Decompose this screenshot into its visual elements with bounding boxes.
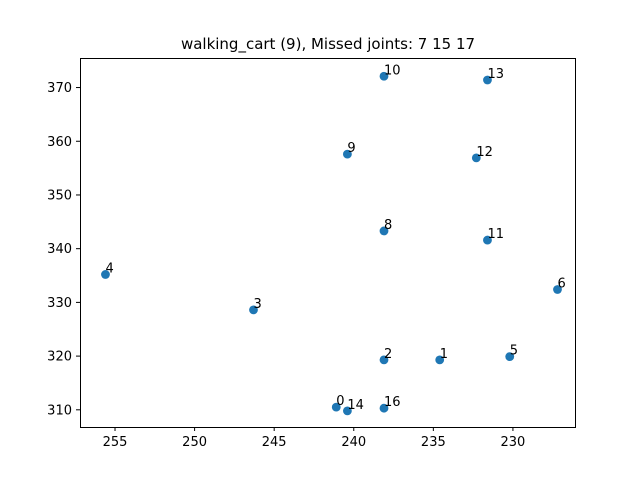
point-label: 12 xyxy=(476,145,493,160)
data-point xyxy=(435,355,445,365)
x-tick-label: 230 xyxy=(501,435,526,450)
data-point xyxy=(505,352,515,362)
point-label: 1 xyxy=(440,347,448,362)
plot-area: 0 14 16 2 1 5 3 6 4 11 8 12 9 13 10 xyxy=(101,63,566,416)
y-tick-label: 310 xyxy=(47,403,72,418)
x-tick-label: 235 xyxy=(421,435,446,450)
point-label: 3 xyxy=(253,297,261,312)
point-label: 4 xyxy=(105,261,113,276)
data-point xyxy=(471,153,481,163)
point-label: 8 xyxy=(384,218,392,233)
data-point xyxy=(483,235,492,245)
data-point xyxy=(331,402,341,412)
point-label: 11 xyxy=(487,227,504,242)
point-label: 6 xyxy=(557,276,565,291)
y-tick-label: 350 xyxy=(47,188,72,203)
data-point xyxy=(553,285,562,294)
point-label: 0 xyxy=(336,394,344,409)
y-tick-label: 370 xyxy=(47,81,72,96)
point-label: 2 xyxy=(384,347,392,362)
point-label: 10 xyxy=(384,63,401,78)
data-point xyxy=(379,403,389,413)
data-point xyxy=(101,270,110,279)
data-point xyxy=(379,355,389,365)
axes-frame xyxy=(80,58,576,428)
data-point xyxy=(379,226,389,236)
y-tick-label: 360 xyxy=(47,135,72,150)
y-tick-label: 340 xyxy=(47,242,72,257)
point-label: 16 xyxy=(384,395,401,410)
data-point xyxy=(379,71,389,81)
x-tick-label: 255 xyxy=(103,435,128,450)
data-point xyxy=(483,75,492,85)
point-label: 14 xyxy=(347,398,364,413)
chart-title: walking_cart (9), Missed joints: 7 15 17 xyxy=(181,35,475,54)
y-tick-label: 320 xyxy=(47,350,72,365)
point-label: 13 xyxy=(487,67,504,82)
data-point xyxy=(342,406,352,416)
x-tick-label: 240 xyxy=(341,435,366,450)
point-label: 9 xyxy=(347,141,355,156)
data-point xyxy=(342,149,352,159)
x-tick-label: 245 xyxy=(262,435,287,450)
point-label: 5 xyxy=(510,344,518,359)
data-point xyxy=(249,305,258,315)
x-tick-label: 250 xyxy=(182,435,207,450)
y-tick-label: 330 xyxy=(47,296,72,311)
